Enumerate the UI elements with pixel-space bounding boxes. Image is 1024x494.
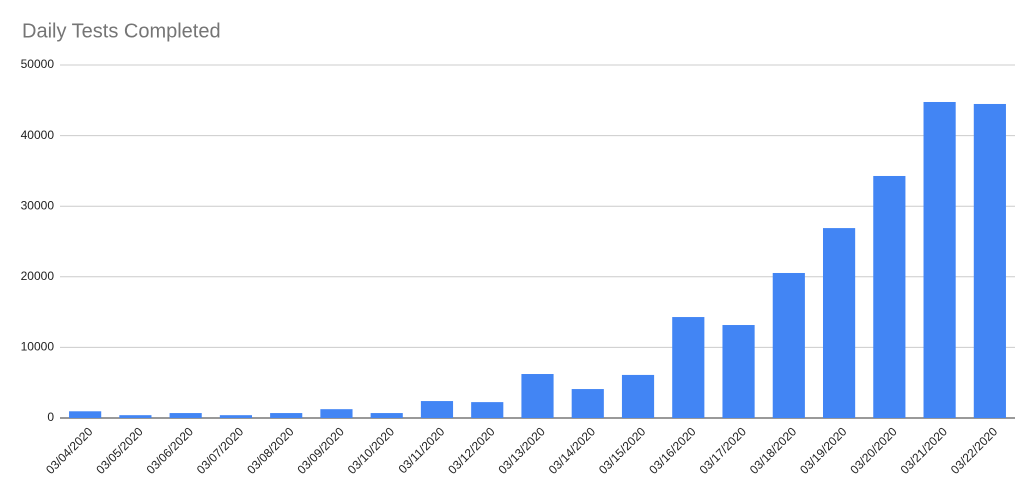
bar — [370, 413, 403, 418]
bar — [219, 415, 253, 418]
bar — [672, 317, 705, 418]
chart-title: Daily Tests Completed — [22, 20, 221, 42]
bar — [873, 175, 906, 418]
bar — [119, 415, 152, 418]
y-tick-label: 20000 — [21, 269, 55, 283]
bar — [69, 411, 102, 418]
bar — [722, 325, 755, 418]
y-tick-label: 10000 — [21, 340, 55, 354]
bar — [420, 401, 454, 418]
bar — [973, 103, 1006, 419]
bar — [772, 272, 805, 418]
y-tick-label: 50000 — [21, 57, 55, 71]
y-tick-label: 30000 — [21, 198, 55, 212]
bar — [169, 413, 202, 418]
bar — [923, 101, 956, 419]
bar — [621, 374, 655, 418]
bar — [822, 228, 856, 418]
y-tick-label: 40000 — [21, 128, 55, 142]
bar — [571, 389, 604, 418]
y-tick-label: 0 — [47, 410, 54, 424]
bar — [320, 409, 353, 418]
bar — [521, 374, 554, 418]
bar — [471, 402, 504, 418]
bar — [270, 413, 303, 418]
